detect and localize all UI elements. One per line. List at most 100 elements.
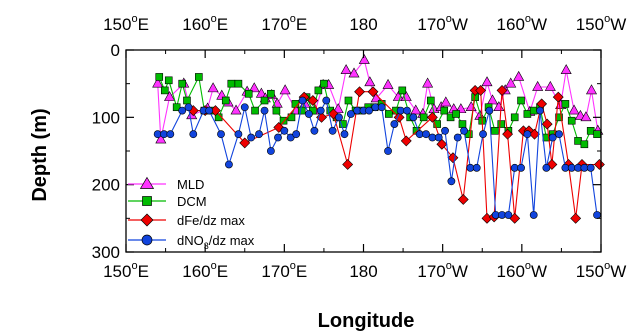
series-1-point-45 <box>452 110 460 118</box>
series-1-point-11 <box>227 79 236 88</box>
x-tick-label-bottom-4-hemisphere: W <box>452 262 468 281</box>
series-3-point-23 <box>316 106 325 115</box>
x-tick-label-bottom-6-deg: 150 <box>576 262 604 281</box>
legend-item-mld: MLD <box>128 176 204 192</box>
x-tick-label-top-2-hemisphere: E <box>296 15 307 34</box>
series-3-point-44 <box>447 177 456 186</box>
series-3-point-25 <box>328 126 337 135</box>
series-3-point-19 <box>292 130 301 139</box>
series-layer <box>152 53 605 224</box>
series-1-point-17 <box>272 106 281 115</box>
series-3-point-21 <box>304 110 313 118</box>
x-tick-label-bottom-5-degree-sign: o <box>525 260 531 272</box>
series-3-point-57 <box>529 211 538 219</box>
series-1-point-5 <box>183 96 191 105</box>
x-tick-label-bottom-0-hemisphere: E <box>138 262 149 281</box>
series-1-point-15 <box>260 96 269 105</box>
series-0-point-6 <box>207 82 219 93</box>
series-1-point-63 <box>567 116 576 125</box>
series-2-point-29 <box>541 118 553 130</box>
series-3-point-15 <box>266 147 275 155</box>
x-tick-label-top-2: 170oE <box>261 13 307 34</box>
series-3-point-8 <box>217 130 225 139</box>
x-tick-label-top-2-degree-sign: o <box>290 13 296 25</box>
series-1-point-18 <box>279 116 288 125</box>
series-1-point-51 <box>491 127 499 135</box>
x-tick-label-top-0-hemisphere: E <box>138 15 149 34</box>
series-3-point-55 <box>517 163 525 172</box>
series-1-point-24 <box>314 86 323 95</box>
series-3-point-40 <box>422 130 430 139</box>
x-tick-label-top-3: 180 <box>349 15 377 34</box>
series-1-point-55 <box>517 96 525 105</box>
series-3-point-20 <box>298 96 307 105</box>
x-tick-label-top-0: 150oE <box>103 13 149 34</box>
series-3-point-5 <box>189 130 198 139</box>
legend-label-dno3: dNO3/dz max <box>177 233 255 251</box>
series-1-point-21 <box>297 106 306 115</box>
x-tick-label-top-1-deg: 160 <box>182 15 210 34</box>
series-0-point-0 <box>152 77 164 88</box>
x-tick-label-bottom-5-deg: 160 <box>497 262 525 281</box>
legend-marker-mld <box>139 176 155 189</box>
series-0-point-22 <box>332 103 344 114</box>
x-tick-label-bottom-5: 160oW <box>497 260 548 281</box>
series-0-point-45 <box>505 77 517 88</box>
series-1-point-62 <box>561 100 570 108</box>
series-1-point-54 <box>510 113 519 122</box>
series-3-point-31 <box>365 106 373 115</box>
series-3-point-48 <box>472 163 481 172</box>
x-tick-label-bottom-5-hemisphere: W <box>531 262 547 281</box>
series-0-point-48 <box>532 80 544 91</box>
series-2-point-8 <box>327 108 339 120</box>
x-tick-label-top-0-deg: 150 <box>103 15 131 34</box>
series-1-point-42 <box>433 120 441 128</box>
series-1-point-64 <box>574 137 582 145</box>
x-tick-label-top-5-deg: 160 <box>497 15 525 34</box>
x-axis-title: Longitude <box>318 310 415 332</box>
series-3-point-7 <box>205 106 214 115</box>
series-0-point-42 <box>487 94 499 105</box>
series-1-point-1 <box>160 86 169 95</box>
series-3-point-49 <box>479 130 487 139</box>
series-1-point-6 <box>195 73 203 81</box>
x-tick-label-bottom-4-deg: 170 <box>417 262 445 281</box>
series-0-point-1 <box>155 133 167 144</box>
y-tick-label-0: 0 <box>111 41 120 60</box>
series-0-point-54 <box>580 111 592 122</box>
series-2-point-30 <box>546 159 558 170</box>
series-0-point-36 <box>440 96 452 107</box>
plot-frame <box>125 49 602 253</box>
x-tick-label-bottom-0-deg: 150 <box>103 262 131 281</box>
series-0-point-46 <box>513 70 525 81</box>
x-tick-label-top-5-degree-sign: o <box>525 13 531 25</box>
x-tick-label-top-1-hemisphere: E <box>217 15 228 34</box>
legend-label-dno3-tail: /dz max <box>209 233 255 248</box>
series-1-point-66 <box>586 127 595 135</box>
series-0-point-11 <box>248 82 260 93</box>
x-tick-label-bottom-6-degree-sign: o <box>604 260 610 272</box>
series-0-point-52 <box>568 104 580 115</box>
series-1-point-16 <box>267 89 275 98</box>
x-tick-label-bottom-1-degree-sign: o <box>211 260 217 272</box>
series-1-point-3 <box>172 103 181 112</box>
series-3-point-4 <box>184 103 193 112</box>
series-0-point-41 <box>481 76 493 87</box>
series-1-point-4 <box>178 79 187 88</box>
x-tick-label-top-3-deg: 180 <box>349 15 377 34</box>
series-3-point-26 <box>335 113 343 122</box>
series-3-point-12 <box>247 133 255 142</box>
series-2-point-17 <box>457 194 469 205</box>
series-2-point-14 <box>426 111 438 123</box>
legend-label-dno3-main: dNO <box>177 233 204 248</box>
x-tick-label-bottom-1: 160oE <box>182 260 228 281</box>
series-3-point-59 <box>542 163 551 172</box>
series-1-point-40 <box>419 113 428 122</box>
series-2-point-27 <box>529 128 540 140</box>
series-2-point-33 <box>570 212 582 224</box>
series-3-point-2 <box>166 130 175 139</box>
series-1-point-35 <box>385 110 393 118</box>
legend-marker-dno3 <box>141 234 153 246</box>
x-tick-label-top-1: 160oE <box>182 13 228 34</box>
